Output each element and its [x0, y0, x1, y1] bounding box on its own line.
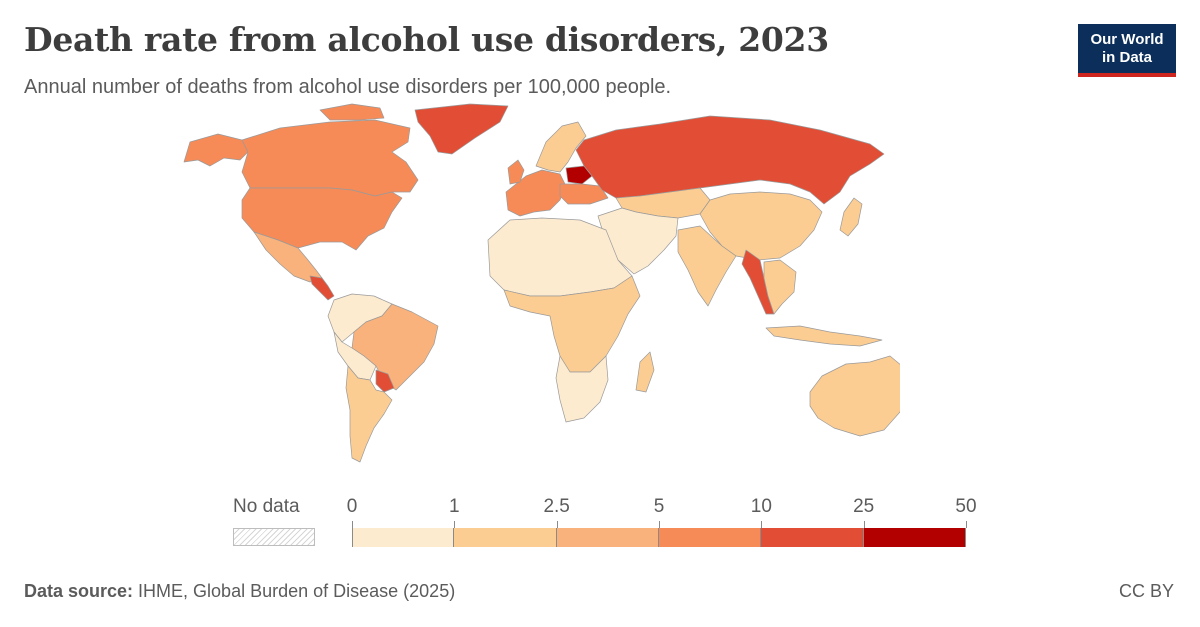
map-region-alaska[interactable]: [183, 133, 249, 167]
legend-tick-5: 5: [653, 496, 665, 517]
map-region-india[interactable]: [677, 225, 737, 307]
map-region-japan[interactable]: [839, 197, 863, 237]
legend-tick-mark: [454, 521, 456, 528]
map-region-scandinavia[interactable]: [535, 121, 587, 173]
legend-tick-25: 25: [853, 496, 875, 517]
legend-no-data-label: No data: [233, 496, 300, 517]
legend-tick-mark: [966, 521, 967, 528]
map-region-greenland[interactable]: [414, 103, 509, 155]
legend-bin-5-10[interactable]: [659, 528, 762, 547]
map-region-southeast-asia[interactable]: [763, 259, 797, 315]
map-region-sub-saharan-africa[interactable]: [503, 275, 641, 373]
legend-tick-2.5: 2.5: [543, 496, 570, 517]
map-region-canadian-arctic[interactable]: [319, 103, 385, 121]
legend-bin-10-25[interactable]: [761, 528, 864, 547]
legend-bin-25-50[interactable]: [863, 528, 966, 547]
map-region-myanmar[interactable]: [741, 249, 775, 315]
legend-tick-mark: [659, 521, 660, 528]
map-region-canada[interactable]: [241, 119, 419, 197]
world-map: [183, 103, 900, 463]
map-region-argentina[interactable]: [345, 365, 393, 463]
map-region-indonesia[interactable]: [765, 325, 883, 347]
legend-tick-1: 1: [449, 496, 460, 517]
legend-bin-2.5-5[interactable]: [556, 528, 659, 547]
our-world-in-data-logo[interactable]: Our World in Data: [1078, 24, 1176, 77]
map-region-belarus[interactable]: [565, 165, 593, 185]
legend-bin-1-2.5[interactable]: [454, 528, 557, 547]
chart-subtitle: Annual number of deaths from alcohol use…: [24, 76, 672, 98]
legend-tick-0: 0: [346, 496, 358, 517]
map-region-russia[interactable]: [575, 115, 885, 205]
legend-tick-mark: [863, 521, 865, 528]
data-source-text[interactable]: IHME, Global Burden of Disease (2025): [133, 581, 456, 601]
legend-tick-mark: [556, 521, 558, 528]
legend-tick-50: 50: [955, 496, 977, 517]
map-region-andes[interactable]: [333, 331, 377, 381]
legend-bin-0-1[interactable]: [352, 528, 455, 547]
map-region-eastern-europe[interactable]: [559, 183, 609, 205]
map-region-southern-africa[interactable]: [555, 355, 609, 423]
logo-line-2: in Data: [1101, 49, 1152, 66]
license-link[interactable]: CC BY: [1118, 581, 1174, 601]
map-region-madagascar[interactable]: [635, 351, 655, 393]
legend-tick-mark: [761, 521, 763, 528]
data-source-label: Data source:: [24, 581, 134, 601]
legend-no-data-swatch[interactable]: [233, 528, 315, 546]
map-region-central-america[interactable]: [309, 275, 335, 301]
data-source: Data source: IHME, Global Burden of Dise…: [24, 581, 455, 602]
map-region-western-europe[interactable]: [505, 169, 567, 217]
legend-tick-10: 10: [750, 496, 772, 517]
legend-tick-mark: [352, 521, 353, 528]
chart-title: Death rate from alcohol use disorders, 2…: [24, 20, 829, 59]
map-region-australia[interactable]: [809, 355, 900, 437]
map-region-paraguay[interactable]: [375, 369, 395, 393]
logo-line-1: Our World: [1090, 31, 1164, 48]
map-region-uk[interactable]: [507, 159, 525, 185]
